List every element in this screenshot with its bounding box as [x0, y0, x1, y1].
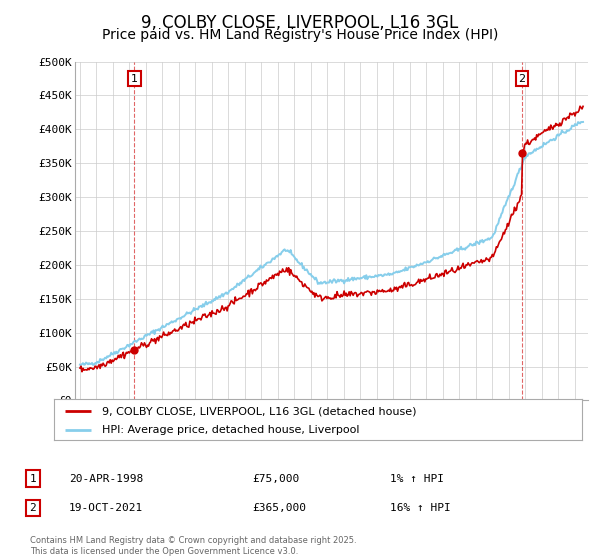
Text: Contains HM Land Registry data © Crown copyright and database right 2025.
This d: Contains HM Land Registry data © Crown c… — [30, 536, 356, 556]
Text: 1: 1 — [131, 73, 138, 83]
Text: 16% ↑ HPI: 16% ↑ HPI — [390, 503, 451, 513]
Text: £75,000: £75,000 — [252, 474, 299, 484]
Text: 1% ↑ HPI: 1% ↑ HPI — [390, 474, 444, 484]
Text: HPI: Average price, detached house, Liverpool: HPI: Average price, detached house, Live… — [101, 424, 359, 435]
Text: 20-APR-1998: 20-APR-1998 — [69, 474, 143, 484]
Text: £365,000: £365,000 — [252, 503, 306, 513]
Text: 19-OCT-2021: 19-OCT-2021 — [69, 503, 143, 513]
Text: 1: 1 — [29, 474, 37, 484]
Text: Price paid vs. HM Land Registry's House Price Index (HPI): Price paid vs. HM Land Registry's House … — [102, 28, 498, 42]
Text: 9, COLBY CLOSE, LIVERPOOL, L16 3GL: 9, COLBY CLOSE, LIVERPOOL, L16 3GL — [142, 14, 458, 32]
Text: 2: 2 — [518, 73, 526, 83]
Text: 2: 2 — [29, 503, 37, 513]
Text: 9, COLBY CLOSE, LIVERPOOL, L16 3GL (detached house): 9, COLBY CLOSE, LIVERPOOL, L16 3GL (deta… — [101, 407, 416, 417]
